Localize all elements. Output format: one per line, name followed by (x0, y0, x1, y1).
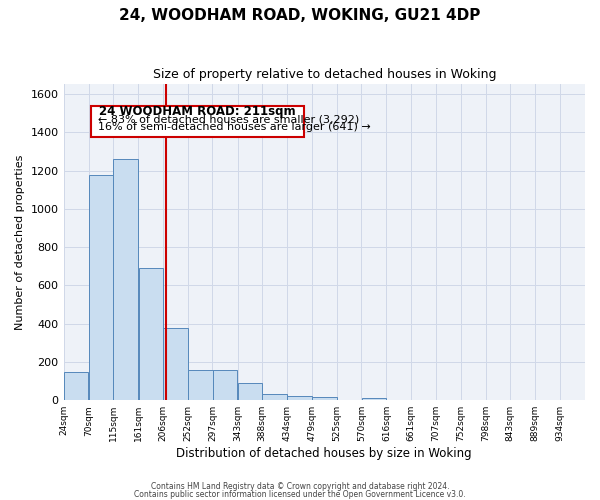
Bar (312, 398, 337, 400)
Text: 24 WOODHAM ROAD: 211sqm: 24 WOODHAM ROAD: 211sqm (100, 106, 296, 118)
Bar (188, 370, 213, 400)
FancyBboxPatch shape (91, 106, 304, 137)
Text: Contains public sector information licensed under the Open Government Licence v3: Contains public sector information licen… (134, 490, 466, 499)
Title: Size of property relative to detached houses in Woking: Size of property relative to detached ho… (152, 68, 496, 80)
Bar (362, 398, 386, 400)
Bar (64, 372, 88, 400)
Bar (262, 394, 287, 400)
Bar (139, 268, 163, 400)
Bar (113, 159, 138, 400)
Text: ← 83% of detached houses are smaller (3,292): ← 83% of detached houses are smaller (3,… (98, 114, 359, 124)
Text: Contains HM Land Registry data © Crown copyright and database right 2024.: Contains HM Land Registry data © Crown c… (151, 482, 449, 491)
Bar (238, 383, 262, 400)
Bar (287, 396, 312, 400)
X-axis label: Distribution of detached houses by size in Woking: Distribution of detached houses by size … (176, 447, 472, 460)
Bar (89, 176, 113, 400)
Y-axis label: Number of detached properties: Number of detached properties (15, 154, 25, 330)
Bar (213, 370, 237, 400)
Text: 24, WOODHAM ROAD, WOKING, GU21 4DP: 24, WOODHAM ROAD, WOKING, GU21 4DP (119, 8, 481, 22)
Text: 16% of semi-detached houses are larger (641) →: 16% of semi-detached houses are larger (… (98, 122, 371, 132)
Bar (163, 328, 188, 400)
